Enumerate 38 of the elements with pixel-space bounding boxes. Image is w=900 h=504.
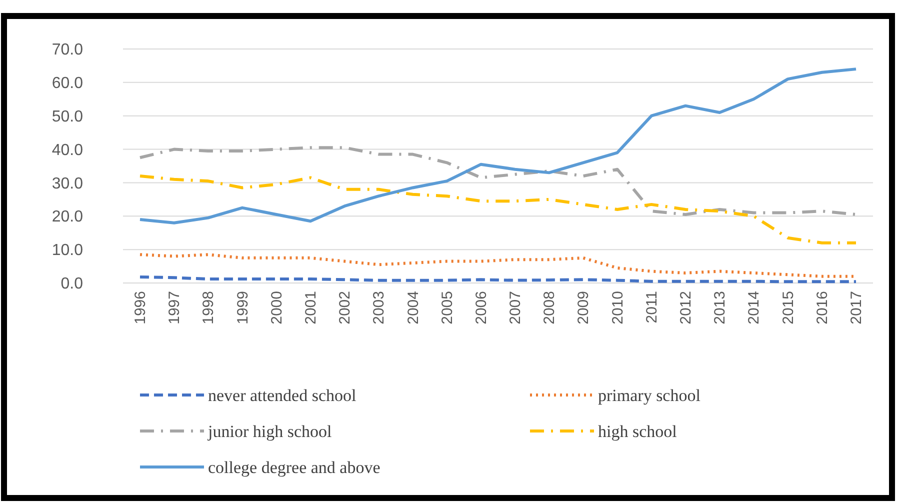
x-tick-label: 2003 <box>370 291 388 324</box>
y-tick-label: 0.0 <box>60 276 84 293</box>
x-tick-label: 2006 <box>472 291 490 324</box>
line-series <box>138 146 858 216</box>
x-tick-label: 1997 <box>166 291 184 324</box>
x-tick-label: 1998 <box>200 291 218 324</box>
legend-label: high school <box>598 422 678 441</box>
line-series <box>138 174 858 244</box>
legend-label: college degree and above <box>208 458 380 477</box>
x-tick-label: 2015 <box>780 291 797 324</box>
x-tick-label: 2007 <box>507 291 524 324</box>
y-tick-label: 40.0 <box>52 142 84 159</box>
x-tick-label: 2000 <box>268 291 286 324</box>
x-tick-label: 2016 <box>814 291 831 324</box>
x-tick-label: 2010 <box>609 291 626 324</box>
x-tick-label: 2001 <box>302 291 320 324</box>
legend-label: primary school <box>598 386 701 405</box>
x-tick-label: 1996 <box>132 291 149 324</box>
x-tick-label: 2002 <box>336 291 354 324</box>
y-tick-label: 70.0 <box>52 42 84 59</box>
x-tick-label: 2011 <box>643 291 660 324</box>
x-tick-label: 2004 <box>404 291 422 324</box>
y-tick-label: 60.0 <box>52 75 84 92</box>
y-tick-label: 10.0 <box>52 242 84 260</box>
x-tick-label: 1999 <box>234 291 252 324</box>
y-tick-label: 20.0 <box>52 208 84 226</box>
x-tick-label: 2017 <box>848 291 865 324</box>
x-tick-label: 2008 <box>541 291 558 324</box>
x-tick-label: 2009 <box>575 291 592 324</box>
x-tick-label: 2014 <box>746 291 763 324</box>
x-tick-label: 2013 <box>712 291 729 324</box>
line-series <box>138 68 858 224</box>
x-tick-label: 2005 <box>438 291 456 324</box>
legend-label: junior high school <box>207 422 332 441</box>
y-tick-label: 50.0 <box>52 108 84 126</box>
y-tick-label: 30.0 <box>52 175 84 192</box>
x-tick-label: 2012 <box>678 291 695 324</box>
legend-label: never attended school <box>208 386 356 405</box>
